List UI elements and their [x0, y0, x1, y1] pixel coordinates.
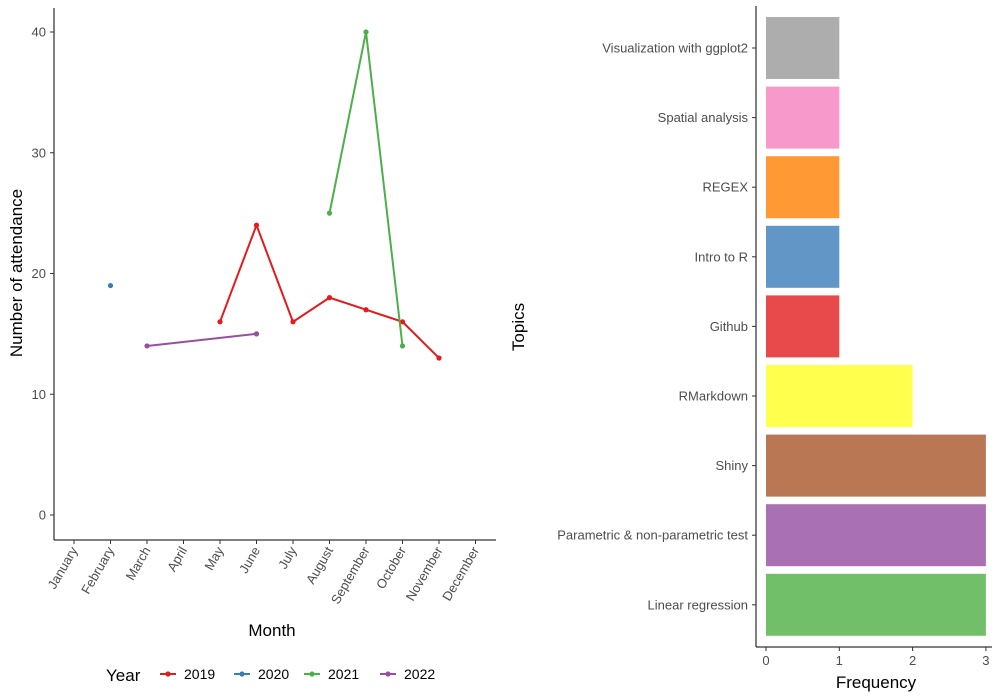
bar	[766, 434, 986, 497]
category-label: Intro to R	[695, 249, 748, 264]
x-tick-label: 1	[836, 653, 843, 668]
y-tick-label: 10	[32, 387, 46, 402]
line-chart-series	[107, 29, 442, 361]
y-tick-label: 30	[32, 145, 46, 160]
series-line	[328, 31, 404, 347]
legend-item: 2020	[234, 666, 289, 682]
data-point	[326, 210, 333, 216]
x-tick-label: May	[201, 544, 227, 573]
data-point	[399, 343, 406, 349]
data-point	[399, 319, 406, 325]
line-chart-legend: Year 2019 2020 2021 2022	[106, 666, 435, 685]
bar	[766, 225, 840, 288]
legend-key-point	[385, 671, 391, 677]
legend-item: 2019	[160, 666, 215, 682]
x-tick-label: 0	[762, 653, 769, 668]
data-point	[107, 282, 114, 289]
legend-key-point	[309, 671, 315, 677]
data-point	[144, 343, 150, 349]
bar	[766, 86, 840, 149]
x-tick-label: April	[164, 544, 190, 574]
bar-chart-x-ticks: 0 1 2 3	[762, 647, 990, 668]
legend-label: 2022	[404, 666, 435, 682]
data-point	[363, 307, 369, 313]
legend-label: 2020	[258, 666, 289, 682]
series-2022	[144, 331, 260, 349]
series-line	[146, 332, 257, 347]
category-label: Linear regression	[648, 597, 748, 612]
legend-item: 2022	[380, 666, 435, 682]
x-tick-label: 2	[909, 653, 916, 668]
bar	[766, 504, 986, 567]
x-tick-label: 3	[982, 653, 989, 668]
data-point	[326, 295, 333, 301]
category-label: Github	[710, 319, 748, 334]
line-chart-x-axis-title: Month	[248, 621, 295, 640]
bar-chart-category-ticks: Linear regression Parametric & non-parame…	[557, 41, 756, 612]
y-tick-label: 20	[32, 266, 46, 281]
legend-item: 2021	[304, 666, 359, 682]
data-point	[436, 355, 442, 361]
x-tick-label: March	[123, 544, 154, 583]
legend-label: 2021	[328, 666, 359, 682]
line-chart-y-ticks: 0 10 20 30 40	[32, 25, 54, 523]
bar	[766, 573, 986, 636]
bar-chart-bars	[766, 17, 986, 636]
bar-chart-x-axis-title: Frequency	[836, 673, 917, 692]
series-2020	[107, 282, 114, 289]
category-label: REGEX	[702, 180, 748, 195]
data-point	[363, 29, 369, 35]
data-point	[253, 222, 260, 228]
category-label: Visualization with ggplot2	[602, 41, 748, 56]
category-label: Shiny	[715, 458, 748, 473]
data-point	[217, 319, 223, 325]
x-tick-label: October	[373, 543, 409, 591]
x-tick-label: January	[44, 544, 80, 592]
category-label: Parametric & non-parametric test	[557, 528, 748, 543]
series-2021	[326, 29, 406, 349]
data-point	[253, 331, 260, 337]
y-tick-label: 40	[32, 25, 46, 40]
y-tick-label: 0	[39, 508, 46, 523]
data-point	[290, 319, 296, 325]
bar	[766, 295, 840, 358]
category-label: Spatial analysis	[658, 110, 749, 125]
series-line	[219, 222, 440, 359]
legend-title: Year	[106, 666, 141, 685]
x-tick-label: February	[78, 544, 117, 597]
legend-key-point	[239, 671, 245, 677]
line-chart-y-axis-title: Number of attendance	[7, 189, 26, 357]
topics-bar-chart: Linear regression Parametric & non-parame…	[509, 6, 992, 692]
bar	[766, 156, 840, 219]
category-label: RMarkdown	[679, 389, 748, 404]
x-tick-label: June	[236, 544, 263, 576]
legend-key-point	[165, 671, 171, 677]
bar	[766, 365, 913, 427]
x-tick-label: July	[275, 544, 300, 572]
x-tick-label: December	[439, 543, 482, 603]
legend-label: 2019	[184, 666, 215, 682]
series-2019	[217, 222, 442, 361]
bar-chart-y-axis-title: Topics	[509, 303, 528, 351]
bar	[766, 17, 840, 79]
x-tick-label: August	[303, 544, 336, 587]
